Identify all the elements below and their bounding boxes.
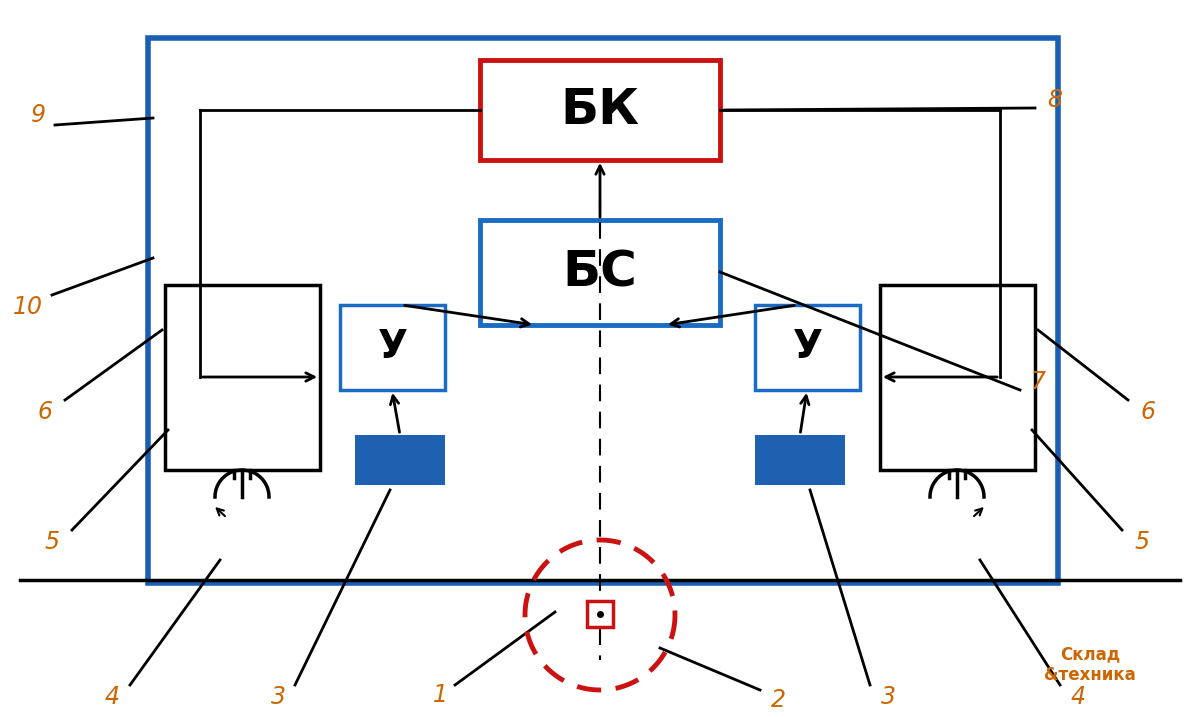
Bar [166, 285, 320, 470]
Text: У: У [378, 328, 408, 366]
Text: 8: 8 [1048, 88, 1062, 112]
Bar [587, 601, 613, 627]
Bar [480, 60, 720, 160]
Text: 4: 4 [1070, 685, 1086, 709]
Text: 6: 6 [1140, 400, 1156, 424]
Bar [340, 305, 445, 390]
Text: 7: 7 [1031, 370, 1045, 394]
Text: 2: 2 [770, 688, 786, 712]
Text: 10: 10 [13, 295, 43, 319]
Bar [355, 435, 445, 485]
Text: У: У [792, 328, 822, 366]
Text: 6: 6 [37, 400, 53, 424]
Bar [755, 305, 860, 390]
Bar [480, 220, 720, 325]
Text: Склад
&техника: Склад &техника [1044, 645, 1136, 685]
Bar [148, 38, 1058, 583]
Text: 3: 3 [881, 685, 895, 709]
Text: 3: 3 [270, 685, 286, 709]
Text: 5: 5 [44, 530, 60, 554]
Bar [755, 435, 845, 485]
Text: 1: 1 [432, 683, 448, 707]
Text: 5: 5 [1134, 530, 1150, 554]
Text: БК: БК [560, 86, 640, 134]
Text: БС: БС [563, 249, 637, 297]
Text: 4: 4 [104, 685, 120, 709]
Text: 9: 9 [30, 103, 46, 127]
Bar [880, 285, 1034, 470]
